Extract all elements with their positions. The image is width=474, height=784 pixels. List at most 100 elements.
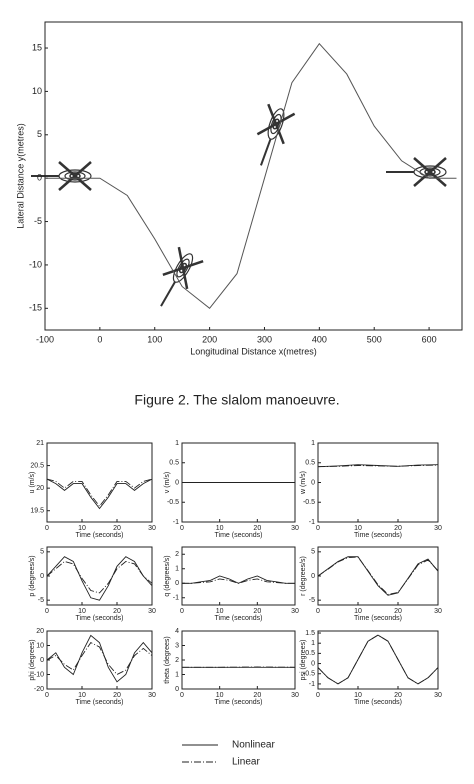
plot-frame [47,631,152,689]
x-tick-label: 0 [45,692,49,699]
x-tick-label: 600 [422,334,437,344]
y-tick-label: 20 [36,628,44,635]
x-tick-label: 10 [78,525,86,532]
y-tick-label: -1 [309,519,315,526]
x-tick-label: 30 [291,692,299,699]
x-tick-label: 0 [316,608,320,615]
x-tick-label: 0 [45,608,49,615]
x-tick-label: 200 [202,334,217,344]
x-axis-label: Time (seconds) [215,532,263,539]
x-tick-label: 20 [253,692,261,699]
x-tick-label: 0 [97,334,102,344]
y-axis-label: u (m/s) [29,472,36,494]
figure-caption: Figure 2. The slalom manoeuvre. [134,392,339,408]
y-axis-label: v (m/s) [164,472,171,493]
y-tick-label: -0.5 [303,499,315,506]
y-tick-label: 1.5 [305,630,315,637]
plot-frame [47,443,152,522]
y-tick-label: 3 [175,642,179,649]
x-tick-label: 20 [394,692,402,699]
series-line [47,557,152,601]
y-tick-label: 0 [311,660,315,667]
x-axis-label: Time (seconds) [354,699,402,706]
x-tick-label: 20 [394,608,402,615]
y-tick-label: 0 [311,479,315,486]
y-axis-label: psi (degrees) [300,640,307,681]
x-tick-label: 10 [216,608,224,615]
y-axis-label: Lateral Distance y(metres) [15,123,25,229]
x-tick-label: 20 [394,525,402,532]
x-axis-label: Longitudinal Distance x(metres) [190,346,317,356]
y-tick-label: 1 [311,640,315,647]
y-axis-label: q (degrees/s) [164,555,171,596]
x-tick-label: 30 [291,525,299,532]
y-tick-label: 5 [311,549,315,556]
y-tick-label: 1 [175,566,179,573]
series-line [47,635,152,681]
y-tick-label: 2 [175,657,179,664]
y-tick-label: 1 [175,671,179,678]
helicopter-icon [149,247,203,313]
series-line [318,635,438,684]
y-tick-label: 19.5 [30,508,44,515]
y-tick-label: -20 [34,686,44,693]
series-line [182,576,295,583]
x-tick-label: 0 [180,692,184,699]
x-tick-label: 400 [312,334,327,344]
y-tick-label: -5 [34,216,42,226]
helicopter-icon [248,104,295,170]
y-tick-label: 0.5 [169,460,179,467]
y-tick-label: -1 [173,519,179,526]
x-tick-label: 30 [291,608,299,615]
x-tick-label: 10 [216,692,224,699]
y-tick-label: 5 [40,549,44,556]
plot-frame [47,547,152,605]
y-tick-label: -1 [309,681,315,688]
x-tick-label: 30 [148,692,156,699]
y-tick-label: 0 [175,686,179,693]
x-tick-label: 0 [316,692,320,699]
plot-frame [318,547,438,605]
y-tick-label: 0 [40,657,44,664]
y-tick-label: 0 [175,479,179,486]
y-tick-label: -15 [29,303,42,313]
x-tick-label: 30 [434,525,442,532]
helicopter-icon [386,158,446,186]
x-tick-label: 500 [367,334,382,344]
trajectory-line [45,44,457,309]
y-tick-label: 21 [36,440,44,447]
y-tick-label: 10 [36,642,44,649]
y-tick-label: 10 [32,86,42,96]
x-axis-label: Time (seconds) [76,615,124,622]
y-tick-label: 0.5 [305,460,315,467]
plot-frame [182,547,295,605]
y-tick-label: -1 [173,595,179,602]
x-tick-label: 0 [316,525,320,532]
x-axis-label: Time (seconds) [354,615,402,622]
y-axis-label: theta (degrees) [164,636,171,683]
x-tick-label: 0 [180,525,184,532]
x-tick-label: 10 [354,525,362,532]
plot-frame [45,22,462,330]
x-tick-label: 20 [253,525,261,532]
series-line [47,643,152,675]
y-axis-label: w (m/s) [300,471,307,495]
y-tick-label: 1 [311,440,315,447]
x-tick-label: 30 [434,692,442,699]
x-tick-label: -100 [36,334,54,344]
x-tick-label: 20 [113,608,121,615]
x-tick-label: 100 [147,334,162,344]
y-tick-label: 20.5 [30,462,44,469]
x-tick-label: 20 [253,608,261,615]
x-axis-label: Time (seconds) [76,532,124,539]
legend-label: Nonlinear [232,740,275,751]
x-tick-label: 20 [113,692,121,699]
y-axis-label: p (degrees/s) [29,555,36,596]
y-tick-label: -10 [29,259,42,269]
y-tick-label: -0.5 [167,499,179,506]
x-tick-label: 30 [434,608,442,615]
y-tick-label: 4 [175,628,179,635]
legend-label: Linear [232,757,260,768]
x-axis-label: Time (seconds) [215,615,263,622]
